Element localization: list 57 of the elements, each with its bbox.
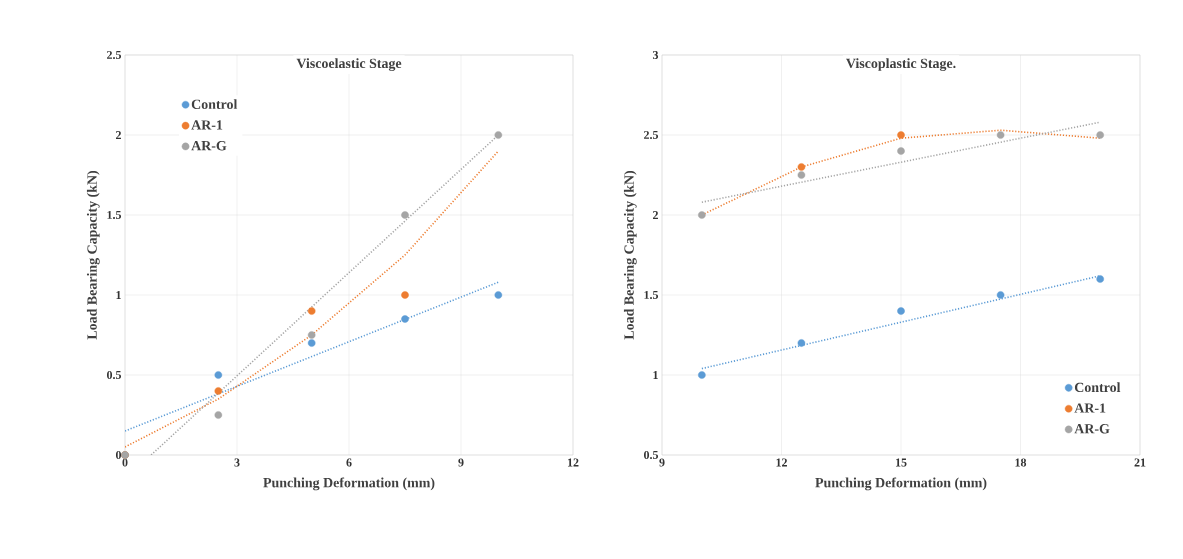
- y-axis-title: Load Bearing Capacity (kN): [86, 170, 100, 340]
- point: [401, 211, 409, 219]
- x-tick-label: 9: [659, 458, 665, 467]
- x-tick-label: 9: [458, 458, 464, 467]
- point: [494, 131, 503, 139]
- point: [996, 291, 1005, 299]
- point: [494, 291, 503, 299]
- y-tick-label: 1.5: [107, 210, 122, 220]
- x-tick-label: 12: [567, 458, 579, 467]
- x-tick-label: 6: [346, 458, 352, 467]
- chart-title: Viscoelastic Stage: [296, 58, 402, 71]
- y-axis-title: Load Bearing Capacity (kN): [623, 170, 637, 340]
- x-tick-label: 12: [776, 458, 787, 467]
- x-axis-title: Punching Deformation (mm): [263, 477, 435, 491]
- point: [897, 307, 905, 315]
- x-tick-label: 15: [895, 458, 907, 467]
- point: [897, 131, 905, 139]
- point: [401, 291, 409, 299]
- y-tick-label: 2: [653, 211, 658, 219]
- x-tick-label: 3: [234, 458, 240, 467]
- x-axis-title: Punching Deformation (mm): [815, 477, 987, 491]
- point: [797, 163, 806, 171]
- point: [401, 315, 409, 323]
- point: [897, 147, 905, 155]
- x-tick-label: 0: [122, 458, 128, 467]
- y-tick-label: 0.5: [106, 370, 122, 380]
- point: [307, 339, 316, 347]
- y-tick-label: 0: [115, 450, 122, 460]
- y-tick-label: 2.5: [644, 130, 659, 140]
- legend-label: Control: [191, 99, 238, 109]
- chart-title: Viscoplastic Stage.: [846, 58, 956, 71]
- point: [1096, 275, 1104, 283]
- y-tick-label: 0.5: [644, 450, 659, 460]
- point: [1096, 131, 1104, 139]
- legend-label: AR-G: [1074, 424, 1110, 434]
- y-tick-label: 1.5: [644, 290, 659, 300]
- x-tick-label: 21: [1134, 458, 1146, 467]
- legend-label: Control: [1074, 382, 1121, 393]
- x-tick-label: 18: [1015, 458, 1027, 467]
- point: [214, 371, 223, 379]
- point: [307, 331, 316, 339]
- point: [307, 307, 316, 315]
- legend-label: AR-G: [191, 141, 227, 151]
- legend-label: AR-1: [1074, 403, 1106, 413]
- y-tick-label: 1: [116, 291, 121, 299]
- point: [214, 411, 223, 419]
- y-tick-label: 1: [653, 371, 658, 379]
- point: [797, 339, 806, 347]
- y-tick-label: 2: [116, 131, 121, 139]
- point: [996, 131, 1005, 139]
- point: [214, 387, 223, 395]
- legend-label: AR-1: [191, 120, 223, 130]
- point: [698, 211, 706, 219]
- point: [797, 171, 806, 179]
- point: [698, 371, 706, 379]
- y-tick-label: 2.5: [107, 50, 122, 60]
- y-tick-label: 3: [652, 50, 659, 60]
